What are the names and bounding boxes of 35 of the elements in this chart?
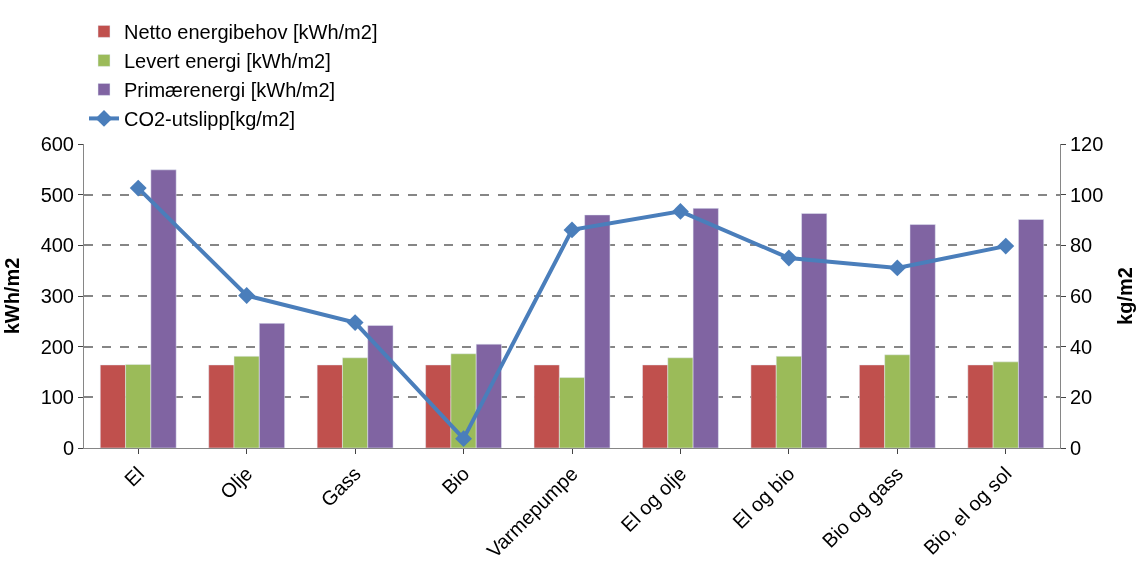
point xyxy=(780,249,798,267)
y-tick-label: 500 xyxy=(40,183,74,206)
point xyxy=(997,237,1015,255)
y2-tick-label: 60 xyxy=(1070,285,1093,307)
legend-label: Netto energibehov [kWh/m2] xyxy=(124,21,378,44)
y2-tick-label: 40 xyxy=(1070,335,1093,358)
y-tick-label: 600 xyxy=(40,133,74,155)
point xyxy=(888,259,906,277)
x-tick-label: El xyxy=(119,462,149,491)
legend-label: Levert energi [kWh/m2] xyxy=(124,50,331,73)
y2-tick-label: 100 xyxy=(1070,183,1104,206)
y-tick-label: 300 xyxy=(40,285,74,307)
x-tick-label: Olje xyxy=(215,462,257,504)
legend-label: CO2-utslipp[kg/m2] xyxy=(124,108,296,131)
y-tick-label: 100 xyxy=(40,386,74,409)
point xyxy=(671,202,689,220)
x-tick-label: El og olje xyxy=(616,462,691,537)
x-tick-label: El og bio xyxy=(728,462,799,533)
y2-tick-label: 0 xyxy=(1070,437,1082,459)
legend-label: Primærenergi [kWh/m2] xyxy=(124,79,336,102)
y2-tick-label: 120 xyxy=(1070,133,1104,155)
point xyxy=(238,287,256,304)
x-tick-label: Bio xyxy=(437,462,474,499)
x-tick-label: Bio, el og sol xyxy=(919,462,1016,559)
point xyxy=(346,314,364,332)
y2-tick-label: 20 xyxy=(1070,386,1093,409)
point xyxy=(455,430,473,448)
y-axis-title: kWh/m2 xyxy=(1,257,24,335)
y-tick-label: 400 xyxy=(40,234,74,257)
y-tick-label: 200 xyxy=(40,335,74,358)
point xyxy=(563,221,581,239)
y2-tick-label: 80 xyxy=(1070,234,1093,257)
point xyxy=(129,179,147,197)
y2-axis-title: kg/m2 xyxy=(1113,267,1136,325)
y-tick-label: 0 xyxy=(62,437,74,459)
